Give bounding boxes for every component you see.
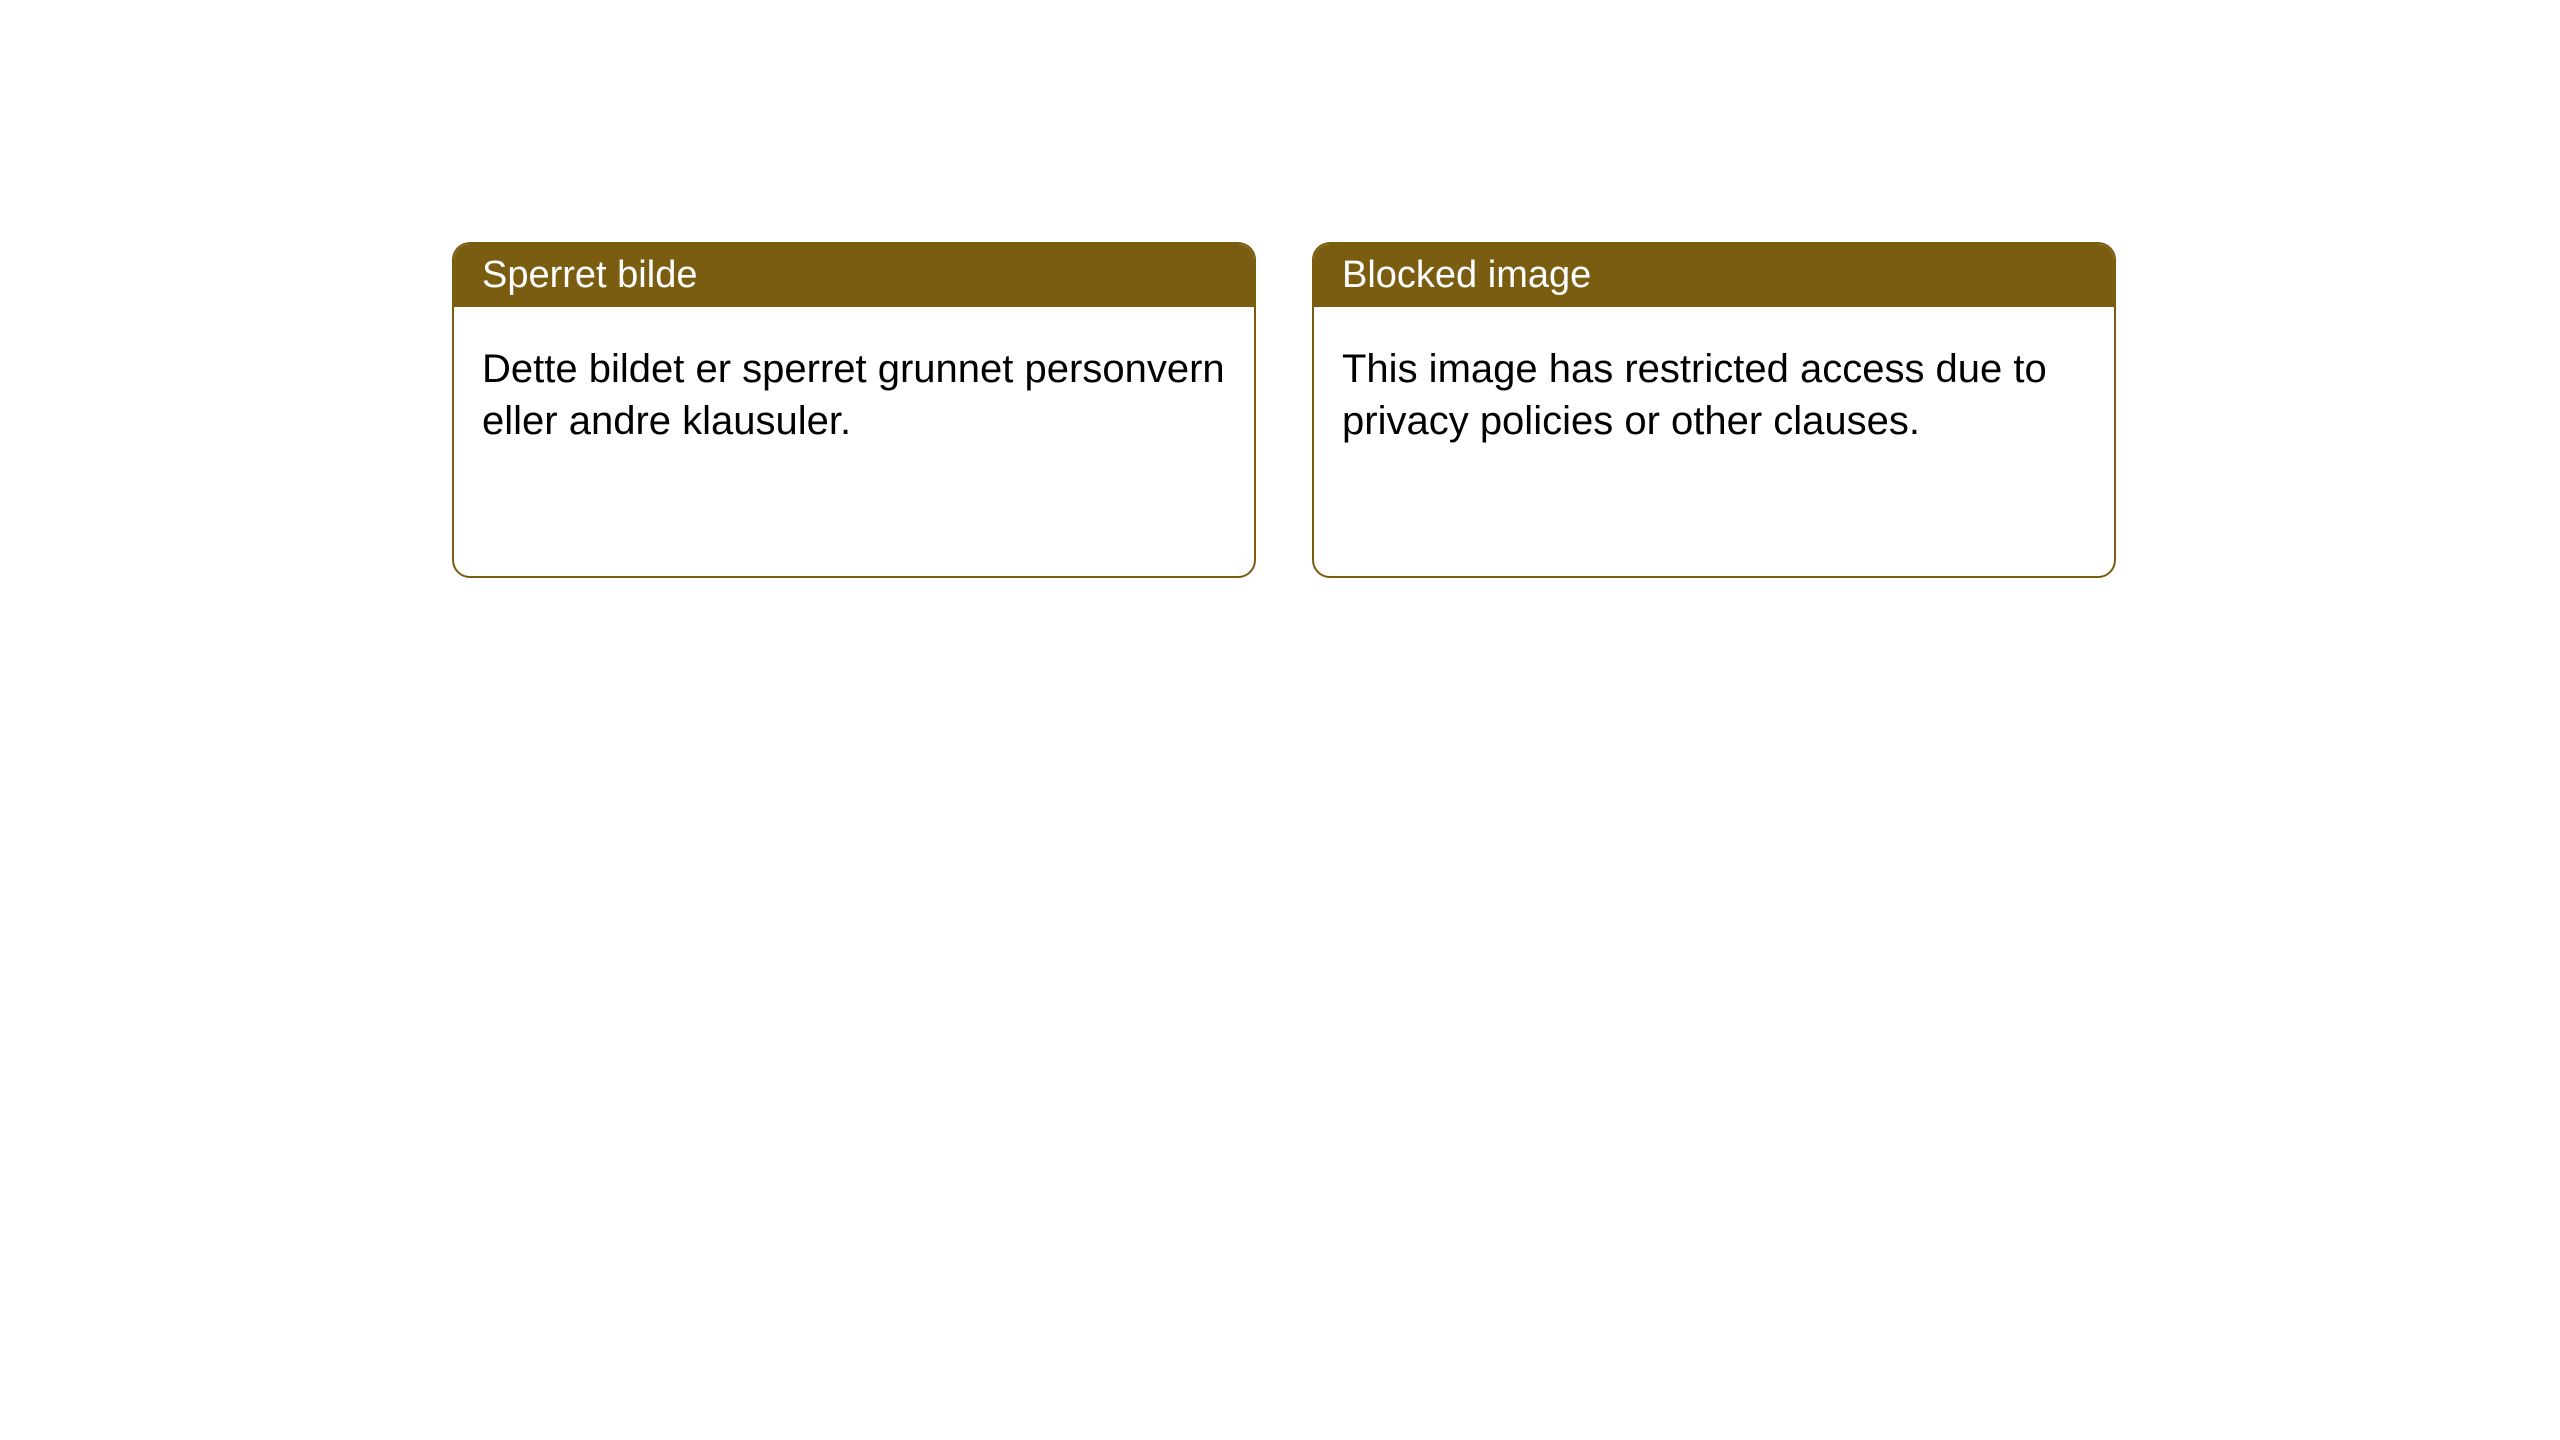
notice-title-english: Blocked image	[1314, 244, 2114, 307]
notice-title-norwegian: Sperret bilde	[454, 244, 1254, 307]
notice-card-norwegian: Sperret bilde Dette bildet er sperret gr…	[452, 242, 1256, 578]
notice-body-english: This image has restricted access due to …	[1314, 307, 2114, 483]
notice-body-norwegian: Dette bildet er sperret grunnet personve…	[454, 307, 1254, 483]
notice-card-english: Blocked image This image has restricted …	[1312, 242, 2116, 578]
notice-container: Sperret bilde Dette bildet er sperret gr…	[0, 0, 2560, 578]
